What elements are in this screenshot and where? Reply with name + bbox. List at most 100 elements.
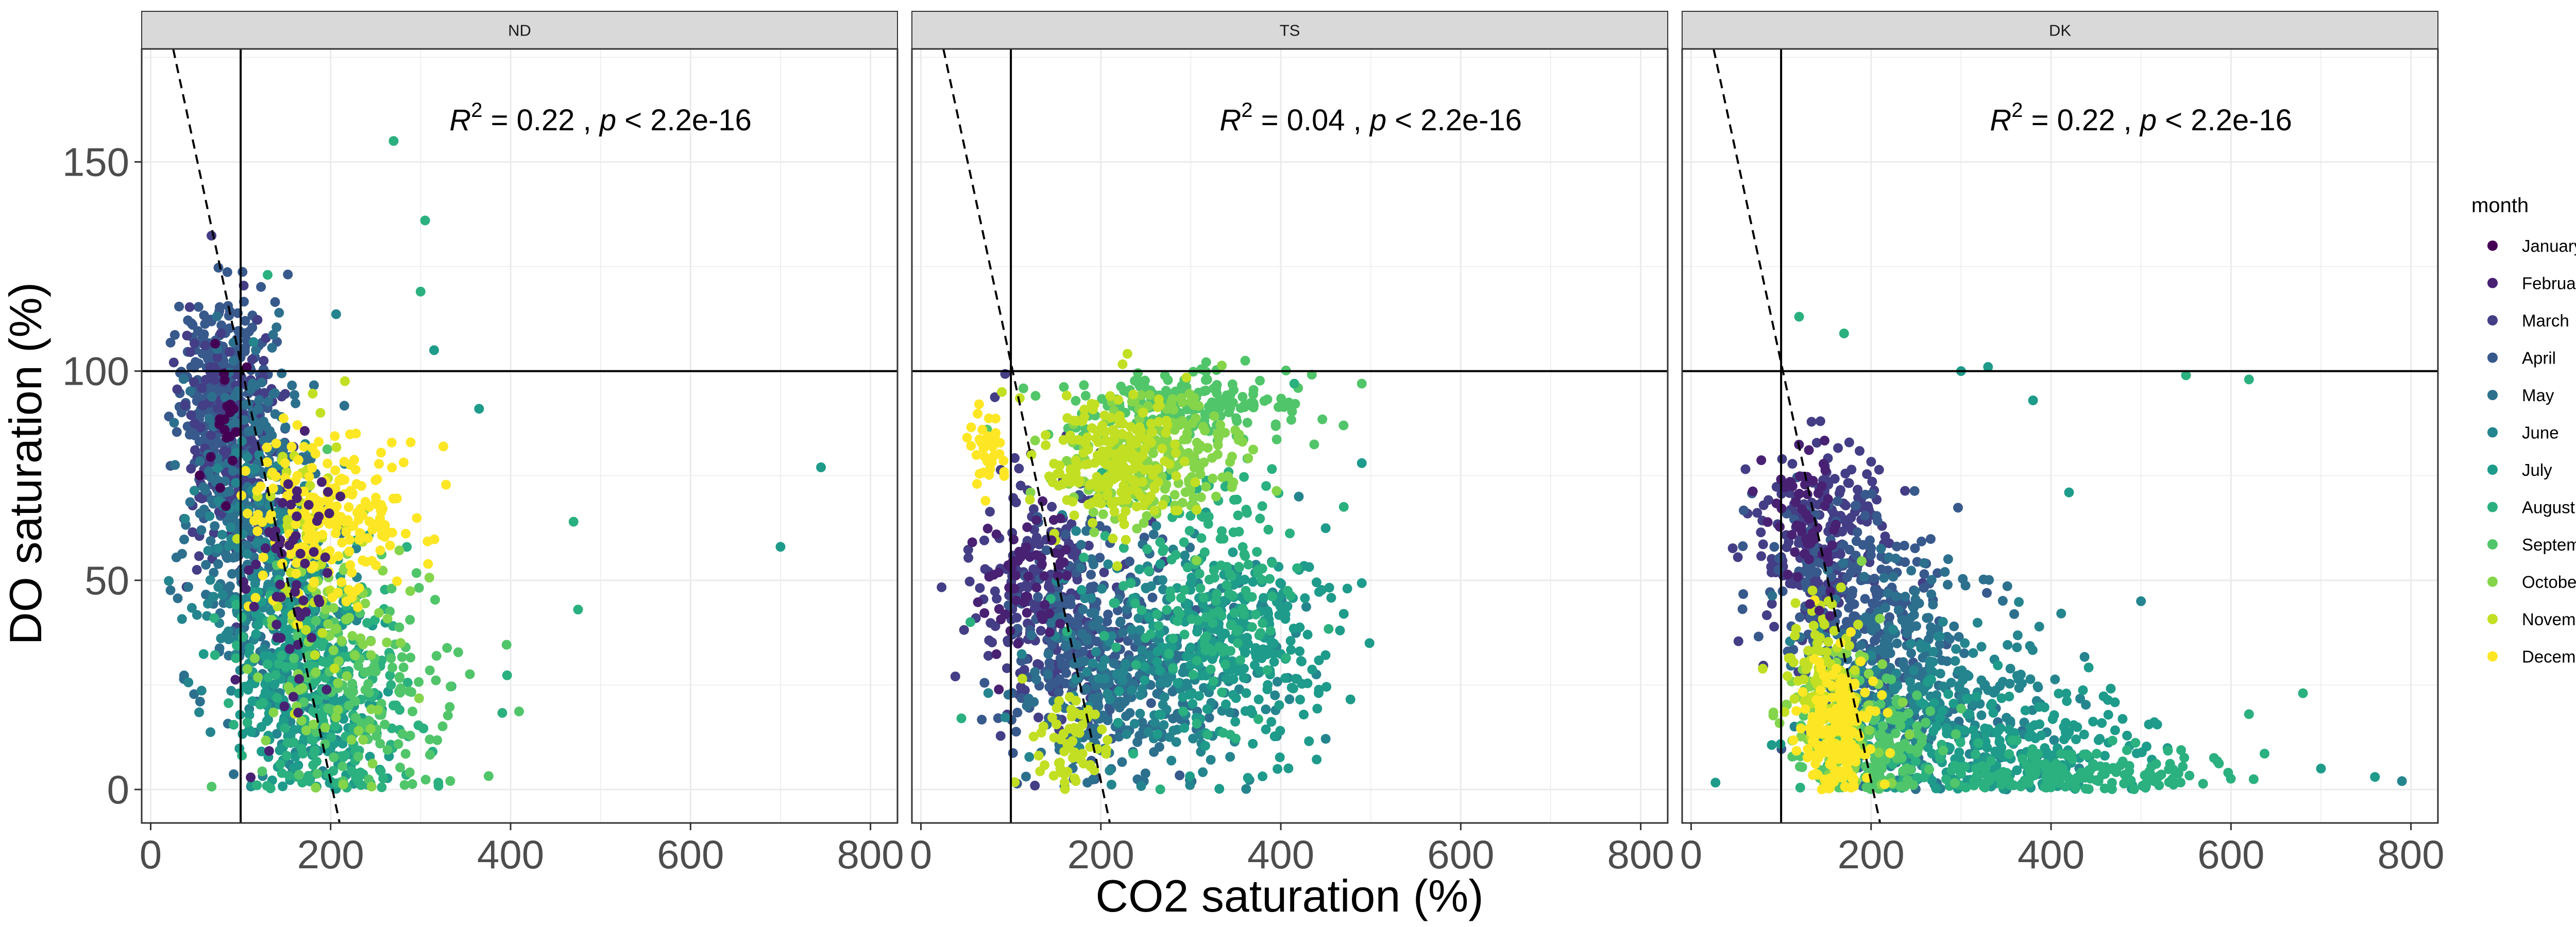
point-december [344,546,354,557]
point-april [1919,569,1929,579]
point-june [217,590,228,600]
point-july [1155,559,1165,569]
point-september [1059,382,1069,392]
point-november [997,387,1007,397]
point-august [1282,586,1293,596]
point-august [378,773,388,783]
point-august [433,778,444,788]
point-february [323,487,333,497]
point-july [1280,609,1291,620]
point-october [1212,449,1223,459]
point-april [1769,542,1780,552]
point-november [1049,732,1059,743]
point-may [178,374,189,384]
point-may [195,696,205,707]
point-may [1923,613,1934,623]
point-august [231,599,242,610]
point-june [1080,593,1090,604]
point-march [985,507,995,517]
point-may [1859,572,1869,582]
point-july [289,762,299,772]
point-may [263,397,274,407]
point-june [242,549,252,559]
point-october [1208,473,1218,484]
point-march [212,352,223,363]
point-october [1211,491,1221,502]
point-july [1134,564,1145,574]
point-april [1041,545,1052,555]
point-may [221,548,231,559]
point-august [568,517,579,527]
point-october [1201,482,1211,492]
point-august [1165,592,1176,603]
point-july [1144,612,1154,622]
point-july [1320,523,1331,534]
point-july [1241,688,1251,698]
point-november [1192,505,1202,515]
point-may [257,377,267,388]
point-november [1099,426,1110,436]
point-june [1270,690,1280,700]
point-june [1166,756,1177,766]
point-september [501,640,512,650]
point-april [993,713,1003,724]
point-august [1267,591,1277,602]
point-november [1170,439,1180,450]
point-november [1160,456,1170,467]
point-may [1114,732,1124,742]
point-march [1758,500,1769,510]
point-september [1225,403,1235,413]
facet-strip [141,11,898,49]
point-october [1061,456,1072,466]
point-march [188,527,198,537]
point-august [1144,566,1154,576]
point-may [1926,575,1937,585]
point-september [1307,370,1317,380]
point-august [263,270,273,280]
point-may [291,398,301,408]
point-july [1345,694,1355,705]
point-june [250,578,260,589]
point-march [963,553,974,563]
point-january [219,375,230,385]
point-may [1149,747,1159,757]
point-june [180,514,190,524]
point-march [207,231,217,241]
point-may [195,456,205,466]
point-may [1905,622,1916,632]
point-november [1140,443,1150,454]
point-april [1124,556,1134,566]
point-february [246,772,256,782]
point-november [1105,391,1115,401]
point-october [382,637,392,647]
point-may [243,426,253,436]
point-november [1114,448,1124,458]
point-june [272,729,282,739]
point-august [1262,665,1273,675]
point-may [1906,565,1917,576]
point-october [1175,420,1185,430]
point-november [1069,510,1079,521]
point-march [197,383,207,393]
point-may [1884,552,1894,562]
point-november [1108,474,1118,485]
point-march [252,315,263,325]
point-august [1195,583,1206,593]
point-march [1835,485,1845,495]
point-november [1145,493,1155,503]
point-april [1095,553,1105,563]
point-november [1153,477,1163,487]
point-october [1110,514,1120,524]
point-august [497,708,507,718]
point-september [425,750,435,760]
point-may [1926,589,1937,599]
point-august [1220,659,1230,670]
point-july [253,620,263,630]
point-august [1194,569,1205,579]
point-may [309,380,319,390]
point-march [959,625,969,635]
point-april [1852,527,1862,537]
point-october [414,693,424,703]
point-october [1166,397,1177,407]
point-may [1984,575,1994,585]
